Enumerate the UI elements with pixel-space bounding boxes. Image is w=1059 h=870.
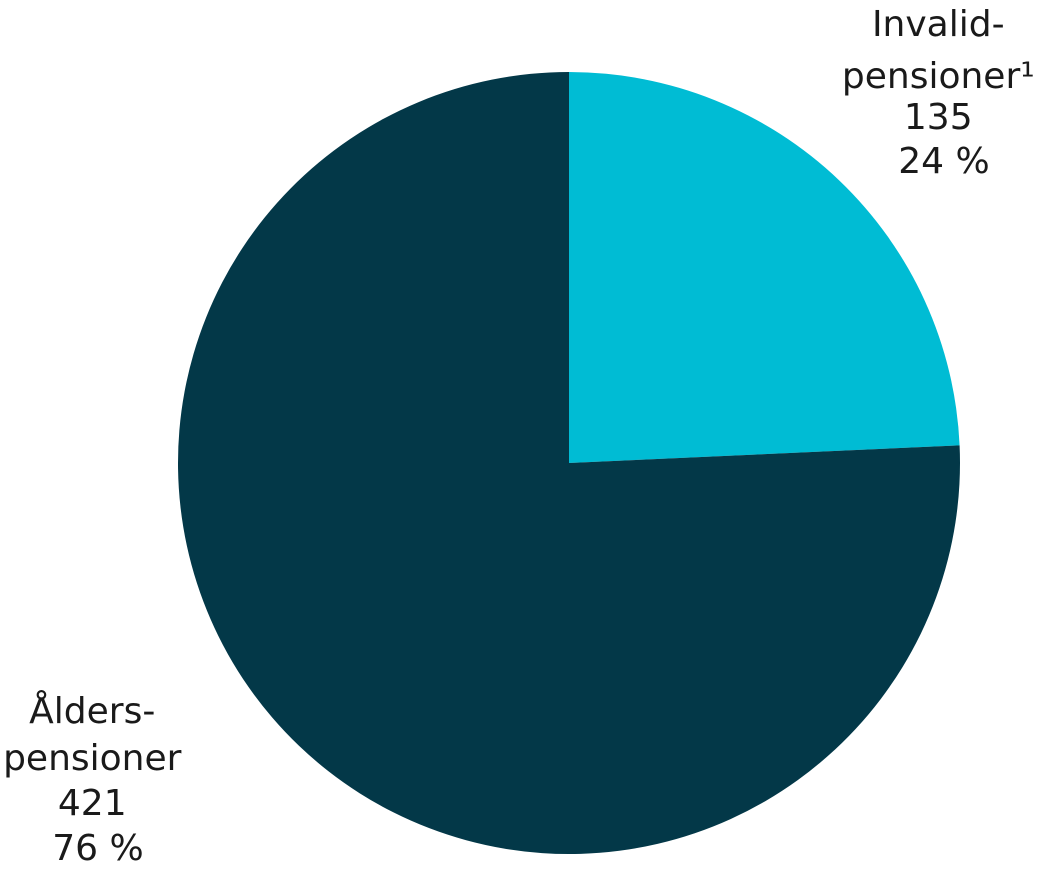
pie-slice-alders (177, 72, 961, 854)
slice-percent-alders: 76 % (52, 828, 143, 865)
slice-label-invalid-line2: pensioner¹ (842, 56, 1035, 97)
slice-label-invalid-line1: Invalid- (872, 4, 1005, 45)
slice-value-invalid: 135 (904, 97, 973, 138)
slice-percent-invalid: 24 % (898, 141, 989, 182)
slice-value-alders: 421 (58, 783, 127, 824)
slice-label-alders-line1: Ålders- (29, 689, 155, 732)
slice-label-alders-line2: pensioner (3, 738, 182, 779)
slice-label-alders: Ålders- pensioner 421 76 % (3, 689, 193, 865)
pie-slices (177, 72, 961, 854)
slice-label-invalid: Invalid- pensioner¹ 135 24 % (842, 4, 1046, 182)
pie-slice-invalid (569, 72, 960, 463)
